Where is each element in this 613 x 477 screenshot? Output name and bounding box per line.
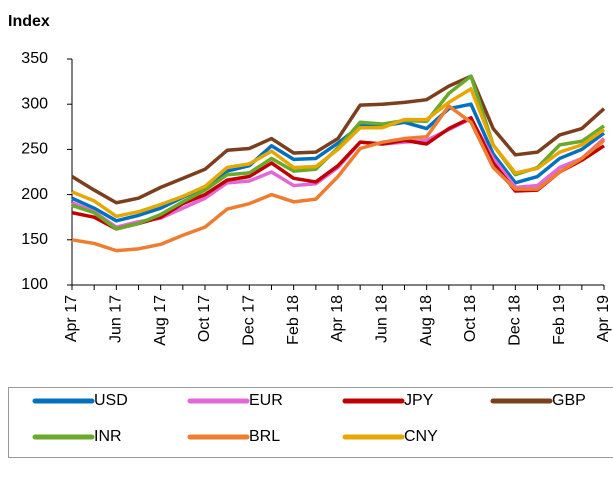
y-tick-label: 200 (21, 186, 48, 203)
x-tick-label: Dec 18 (507, 295, 524, 346)
y-tick-label: 300 (21, 95, 48, 112)
legend-label: USD (94, 392, 128, 409)
series-line (71, 116, 605, 231)
legend-label: JPY (404, 392, 434, 409)
series-line (71, 102, 606, 223)
x-tick-label: Apr 17 (63, 295, 80, 342)
series-line (71, 104, 606, 253)
y-tick-label: 250 (21, 141, 48, 158)
legend-box (8, 387, 613, 458)
x-tick-label: Apr 19 (595, 295, 612, 342)
legend-label: BRL (249, 428, 280, 445)
legend-label: GBP (552, 392, 586, 409)
x-tick-label: Jun 18 (374, 295, 391, 343)
series-line (71, 74, 606, 205)
x-tick-label: Aug 18 (418, 295, 435, 346)
x-tick-label: Apr 18 (329, 295, 346, 342)
x-tick-label: Oct 18 (462, 295, 479, 342)
x-tick-label: Jun 17 (108, 295, 125, 343)
x-tick-label: Dec 17 (241, 295, 258, 346)
legend-label: INR (94, 428, 122, 445)
series-line (71, 87, 605, 219)
x-tick-label: Feb 18 (285, 295, 302, 345)
legend-label: CNY (404, 428, 438, 445)
y-tick-label: 350 (21, 50, 48, 67)
x-tick-label: Oct 17 (196, 295, 213, 342)
legend-label: EUR (249, 392, 283, 409)
y-tick-label: 100 (21, 276, 48, 293)
x-tick-label: Aug 17 (152, 295, 169, 346)
y-tick-label: 150 (21, 231, 48, 248)
x-tick-label: Feb 19 (551, 295, 568, 345)
y-axis-label: Index (8, 13, 50, 30)
